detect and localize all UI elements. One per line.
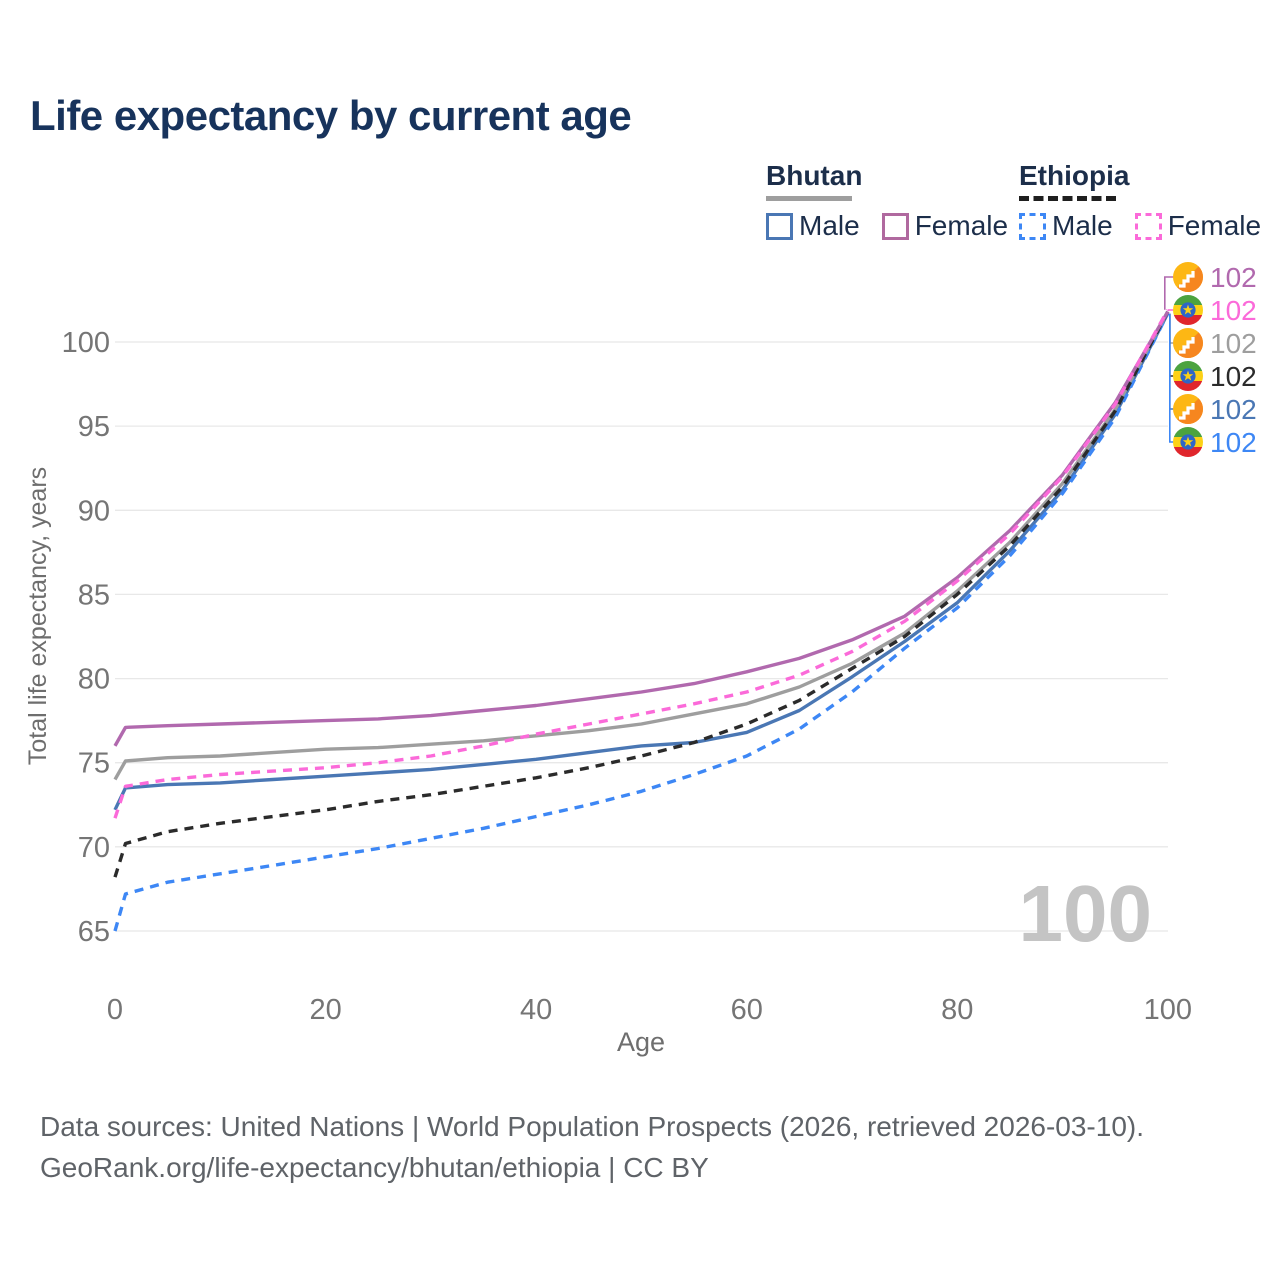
end-value-label: 102 xyxy=(1210,295,1257,326)
y-tick-label: 100 xyxy=(62,327,110,359)
ethiopia-flag-icon xyxy=(1173,295,1203,325)
ethiopia-flag-icon xyxy=(1173,361,1203,391)
legend-country-bhutan: Bhutan xyxy=(766,160,863,191)
legend-item-bhutan-female[interactable]: Female xyxy=(881,210,1009,242)
legend-linestyle-solid xyxy=(766,196,852,201)
legend-swatch-bhutan-female xyxy=(881,212,909,240)
legend-item-ethiopia-male[interactable]: Male xyxy=(1019,210,1113,242)
y-axis-title: Total life expectancy, years xyxy=(24,467,52,765)
source-attribution: Data sources: United Nations | World Pop… xyxy=(40,1106,1144,1188)
data-sources-line: Data sources: United Nations | World Pop… xyxy=(40,1111,1145,1142)
end-value-label: 102 xyxy=(1210,262,1257,293)
legend-row-ethiopia: Male Female xyxy=(1019,210,1280,242)
legend-label-ethiopia-female: Female xyxy=(1167,210,1262,241)
legend-item-bhutan-male[interactable]: Male xyxy=(766,210,860,242)
end-value-label: 102 xyxy=(1210,361,1257,392)
legend-group-bhutan: Bhutan Male Female xyxy=(766,160,1030,242)
y-tick-label: 90 xyxy=(78,495,110,527)
age-max-watermark: 100 xyxy=(1019,869,1152,958)
legend-swatch-ethiopia-male xyxy=(1019,212,1046,240)
end-value-label: 102 xyxy=(1210,394,1257,425)
x-tick-label: 80 xyxy=(941,994,973,1026)
legend-linestyle-dashed xyxy=(1019,196,1116,201)
georank-url-line: GeoRank.org/life-expectancy/bhutan/ethio… xyxy=(40,1152,709,1183)
y-tick-label: 75 xyxy=(78,748,110,780)
page-title: Life expectancy by current age xyxy=(30,92,632,139)
series-line-ethiopia-both-sexes[interactable] xyxy=(113,310,1170,878)
x-tick-label: 60 xyxy=(731,994,763,1026)
series-line-ethiopia-male[interactable] xyxy=(113,312,1170,932)
bhutan-flag-icon xyxy=(1173,262,1203,292)
y-tick-label: 95 xyxy=(78,411,110,443)
legend-group-ethiopia: Ethiopia Male Female xyxy=(1019,160,1280,242)
x-tick-label: 20 xyxy=(309,994,341,1026)
x-tick-label: 0 xyxy=(107,994,123,1026)
x-axis-title: Age xyxy=(617,1027,665,1057)
end-value-label: 102 xyxy=(1210,328,1257,359)
legend-swatch-bhutan-male xyxy=(766,212,793,240)
bhutan-flag-icon xyxy=(1173,328,1203,358)
series-line-bhutan-female[interactable] xyxy=(113,310,1170,747)
legend-row-bhutan: Male Female xyxy=(766,210,1030,242)
end-value-label: 102 xyxy=(1210,427,1257,458)
series-line-bhutan-male[interactable] xyxy=(113,312,1170,811)
ethiopia-flag-icon xyxy=(1173,427,1203,457)
x-tick-label: 100 xyxy=(1144,994,1192,1026)
end-label-leader xyxy=(1169,313,1176,410)
series-line-bhutan-both-sexes[interactable] xyxy=(113,310,1170,781)
bhutan-flag-icon xyxy=(1173,394,1203,424)
y-tick-label: 85 xyxy=(78,579,110,611)
y-tick-label: 65 xyxy=(78,916,110,948)
y-tick-label: 80 xyxy=(78,664,110,696)
legend-label-bhutan-male: Male xyxy=(799,210,860,241)
series-line-ethiopia-female[interactable] xyxy=(113,309,1170,819)
x-tick-label: 40 xyxy=(520,994,552,1026)
end-label-leader xyxy=(1164,276,1176,310)
legend-label-bhutan-female: Female xyxy=(914,210,1009,241)
legend-country-ethiopia: Ethiopia xyxy=(1019,160,1130,191)
y-tick-label: 70 xyxy=(78,832,110,864)
legend-label-ethiopia-male: Male xyxy=(1052,210,1113,241)
legend-swatch-ethiopia-female xyxy=(1134,212,1162,240)
legend-item-ethiopia-female[interactable]: Female xyxy=(1134,210,1262,242)
